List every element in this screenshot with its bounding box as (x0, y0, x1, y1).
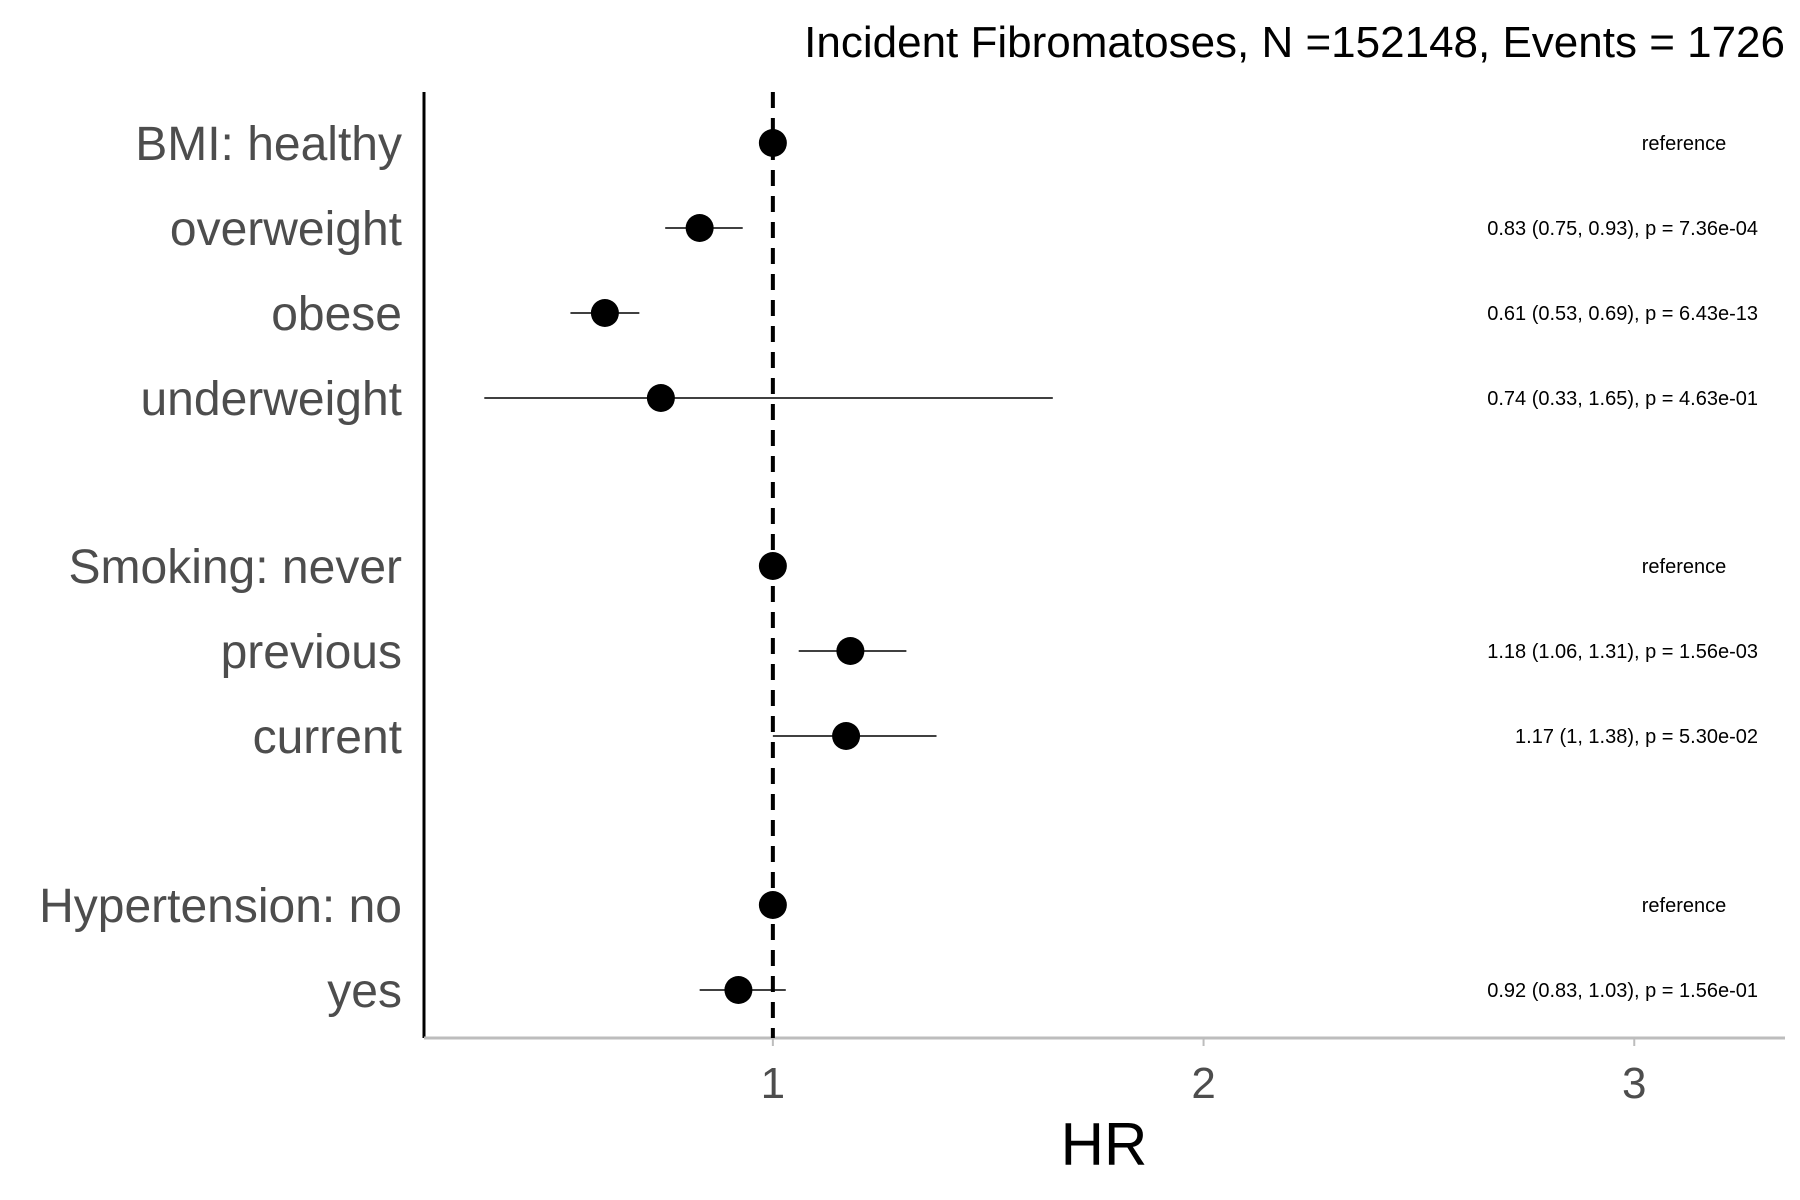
row-label: underweight (140, 373, 402, 426)
hr-annotation: 0.92 (0.83, 1.03), p = 1.56e-01 (1487, 980, 1758, 1002)
hr-point (832, 722, 861, 750)
hr-annotation: 1.18 (1.06, 1.31), p = 1.56e-03 (1487, 641, 1758, 663)
row-label: current (253, 711, 402, 764)
row-label: overweight (170, 203, 402, 256)
hr-annotation: 0.83 (0.75, 0.93), p = 7.36e-04 (1487, 218, 1758, 240)
x-tick-label: 1 (761, 1059, 785, 1108)
chart-title: Incident Fibromatoses, N =152148, Events… (804, 18, 1785, 67)
x-axis-title: HR (1061, 1111, 1148, 1178)
x-tick-label: 2 (1191, 1059, 1215, 1108)
hr-point (758, 891, 787, 919)
hr-point (685, 214, 714, 242)
x-tick-label: 3 (1622, 1059, 1646, 1108)
row-label: Smoking: never (69, 541, 403, 594)
hr-point (836, 637, 865, 665)
hr-annotation: 0.61 (0.53, 0.69), p = 6.43e-13 (1487, 303, 1758, 325)
hr-annotation: 1.17 (1, 1.38), p = 5.30e-02 (1515, 726, 1758, 748)
row-label: previous (221, 626, 402, 679)
row-label: yes (327, 965, 402, 1018)
hr-point (724, 976, 753, 1004)
hr-point (758, 552, 787, 580)
hr-point (590, 299, 619, 327)
hr-annotation: reference (1642, 895, 1727, 917)
row-label: Hypertension: no (39, 880, 402, 933)
row-label: BMI: healthy (135, 118, 402, 171)
hr-annotation: 0.74 (0.33, 1.65), p = 4.63e-01 (1487, 388, 1758, 410)
hr-annotation: reference (1642, 556, 1727, 578)
hr-point (646, 384, 675, 412)
row-label: obese (271, 288, 402, 341)
hr-annotation: reference (1642, 133, 1727, 155)
hr-point (758, 129, 787, 157)
